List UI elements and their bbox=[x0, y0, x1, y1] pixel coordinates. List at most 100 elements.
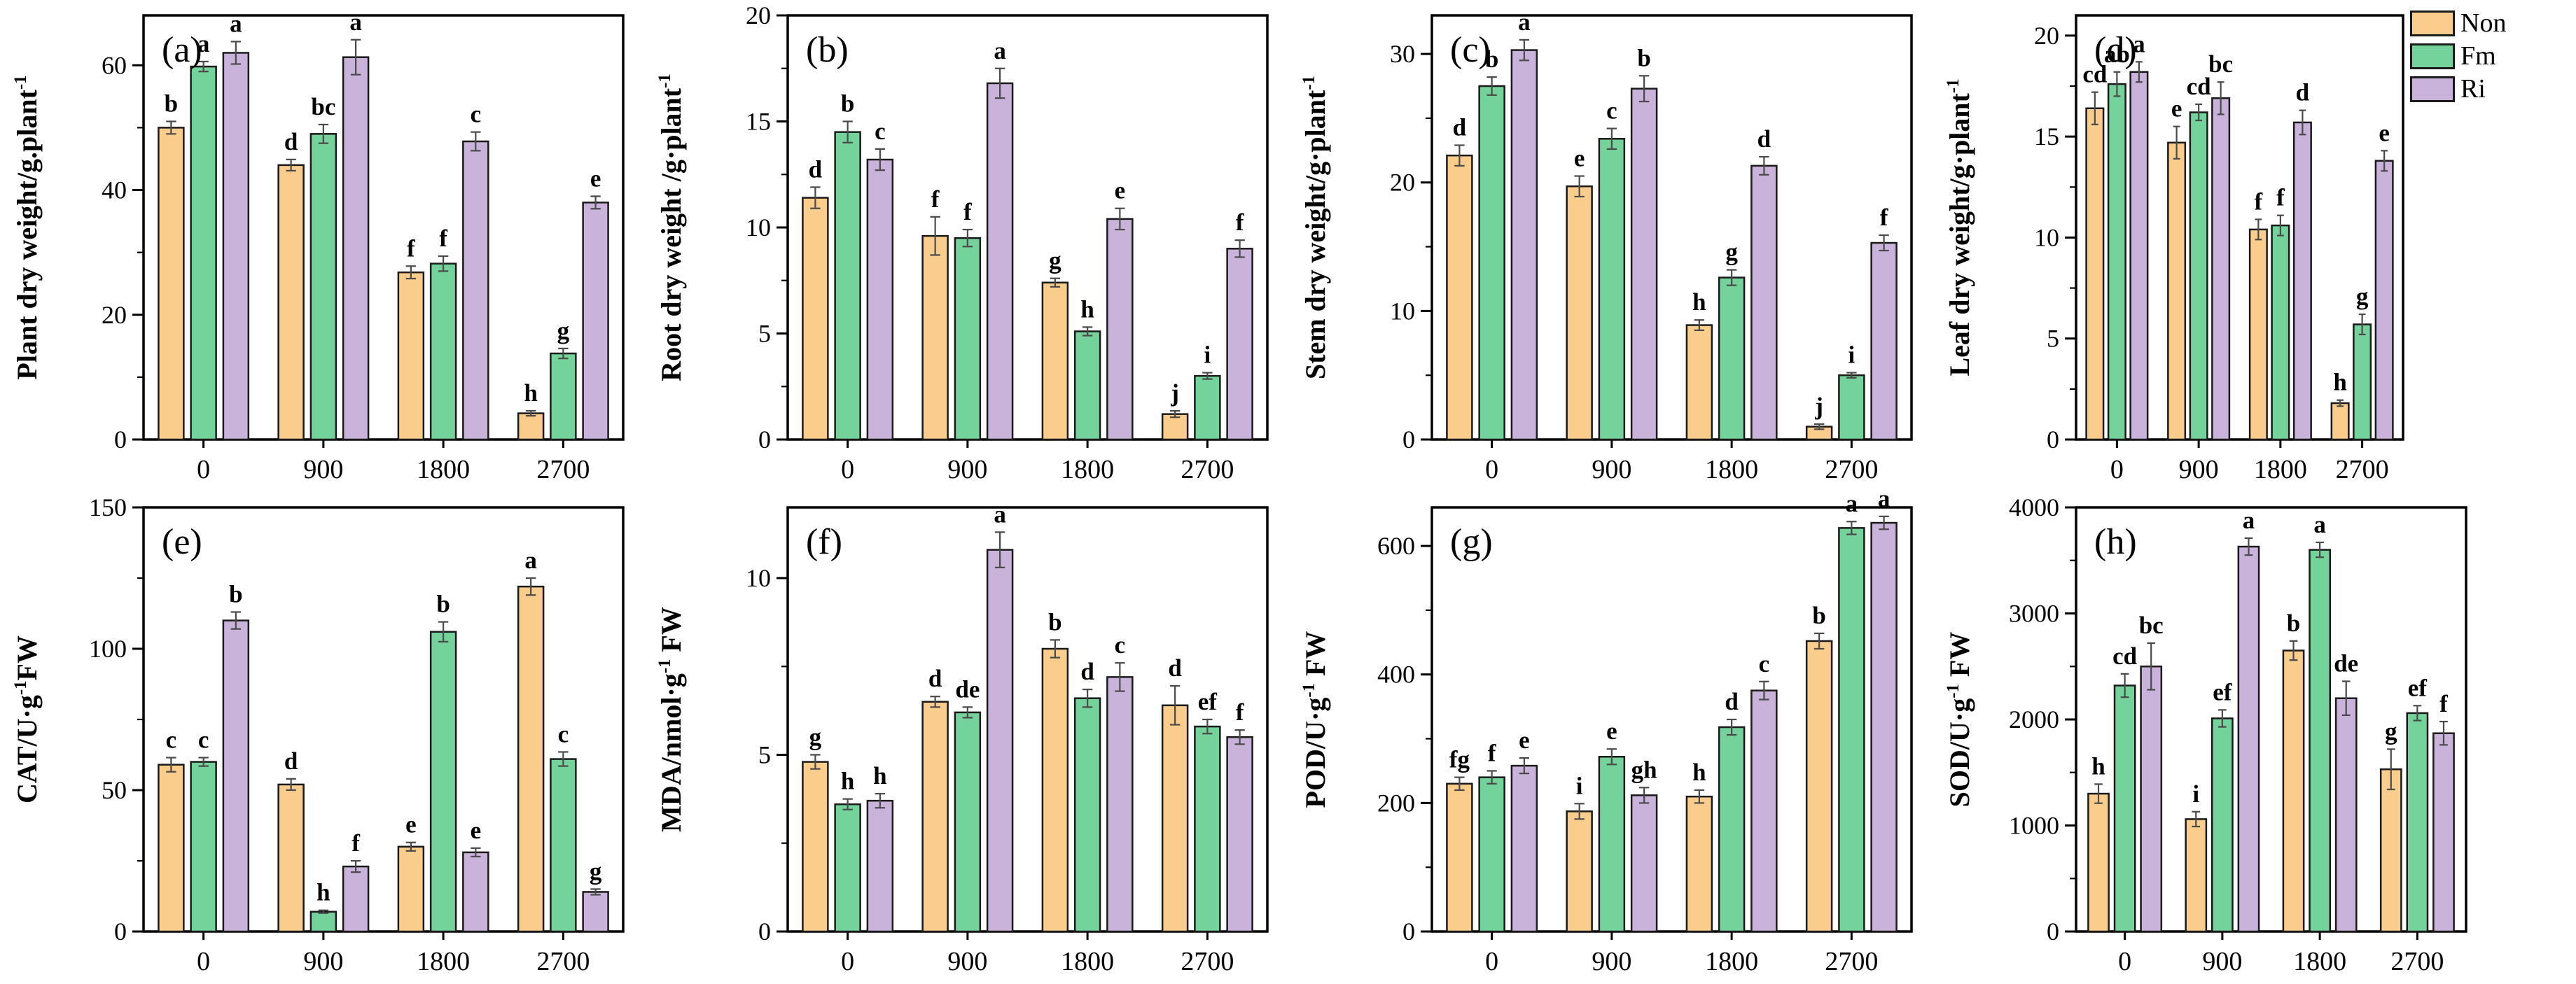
sig-letter: cd bbox=[2187, 73, 2212, 100]
bar-fm-1800 bbox=[1073, 330, 1101, 441]
bar-non-1800 bbox=[2248, 228, 2268, 441]
y-axis-title: MDA/nmol·g-1 FW bbox=[655, 607, 687, 832]
y-tick-label: 10 bbox=[1390, 297, 1415, 325]
x-tick-label: 2700 bbox=[2336, 455, 2389, 484]
bar-fm-900 bbox=[2211, 717, 2234, 933]
sig-letter: i bbox=[1204, 342, 1211, 369]
sig-letter: a bbox=[1518, 8, 1531, 36]
bar-ri-0 bbox=[2140, 666, 2163, 933]
y-tick-label: 30 bbox=[1390, 40, 1415, 68]
bar-non-2700 bbox=[2330, 402, 2350, 441]
bar-ri-2700 bbox=[582, 202, 609, 441]
bar-non-2700 bbox=[517, 412, 545, 441]
bar-ri-0 bbox=[2129, 71, 2149, 441]
bar-fm-0 bbox=[190, 65, 217, 441]
sig-letter: gh bbox=[1631, 756, 1657, 783]
bar-ri-2700 bbox=[1870, 241, 1898, 441]
bar-fm-2700 bbox=[1838, 527, 1865, 933]
panel-d: 0 5 10 15 20 Leaf dry weight/g·plant-1 0 cd ab a 9… bbox=[1933, 0, 2576, 492]
y-tick-label: 0 bbox=[114, 918, 127, 946]
bar-fm-1800 bbox=[429, 631, 457, 933]
bar-ri-900 bbox=[342, 56, 370, 441]
sig-letter: i bbox=[2192, 780, 2199, 808]
bar-non-0 bbox=[158, 127, 185, 441]
x-tick-label: 1800 bbox=[1705, 947, 1758, 976]
sig-letter: d bbox=[1080, 658, 1094, 685]
y-tick-label: 15 bbox=[2034, 122, 2059, 150]
bar-non-900 bbox=[921, 701, 949, 933]
bar-fm-2700 bbox=[550, 758, 577, 933]
bar-non-900 bbox=[1566, 185, 1593, 441]
bar-non-0 bbox=[158, 764, 185, 933]
bar-ri-900 bbox=[986, 549, 1014, 933]
x-tick-label: 900 bbox=[2179, 455, 2219, 484]
sig-letter: c bbox=[198, 726, 209, 754]
panel-f: 0 5 10 MDA/nmol·g-1 FW 0 g h h 900 d de a 1800 b d c 270… bbox=[644, 492, 1288, 984]
sig-letter: d bbox=[1453, 113, 1467, 141]
x-tick-label: 0 bbox=[2110, 455, 2124, 484]
sig-letter: g bbox=[2385, 717, 2397, 745]
sig-letter: h bbox=[2091, 752, 2105, 780]
bar-ri-1800 bbox=[462, 140, 489, 441]
sig-letter: bc bbox=[311, 93, 335, 120]
bar-fm-2700 bbox=[1838, 374, 1865, 441]
panel-e: 0 50 100 150 CAT/U·g-1FW 0 c c b 900 d h f 1800 e b e 270… bbox=[0, 492, 644, 984]
bar-fm-900 bbox=[309, 133, 337, 441]
bar-non-900 bbox=[2185, 818, 2208, 933]
y-tick-label: 0 bbox=[2047, 426, 2059, 454]
sig-letter: de bbox=[2334, 649, 2358, 677]
sig-letter: d bbox=[1168, 654, 1182, 682]
bar-fm-1800 bbox=[429, 262, 457, 441]
x-tick-label: 900 bbox=[2202, 947, 2242, 976]
sig-letter: f bbox=[351, 829, 360, 857]
bar-fm-900 bbox=[954, 711, 982, 933]
sig-letter: g bbox=[590, 857, 602, 885]
sig-letter: fg bbox=[1449, 746, 1470, 773]
y-tick-label: 1000 bbox=[2009, 812, 2059, 840]
sig-letter: bc bbox=[2139, 612, 2164, 639]
sig-letter: f bbox=[407, 234, 415, 262]
sig-letter: h bbox=[524, 379, 537, 407]
bar-fm-900 bbox=[954, 237, 982, 441]
sig-letter: a bbox=[197, 30, 210, 57]
y-tick-label: 0 bbox=[1402, 918, 1415, 946]
x-tick-label: 2700 bbox=[1181, 455, 1234, 484]
sig-letter: i bbox=[1576, 772, 1583, 799]
bar-ri-2700 bbox=[2432, 732, 2455, 933]
sig-letter: e bbox=[1115, 177, 1126, 204]
bar-fm-900 bbox=[2189, 111, 2208, 441]
sig-letter: e bbox=[1519, 726, 1530, 754]
panel-h: 0 1000 2000 3000 4000 SOD/U·g-1 FW 0 h cd bc 900 i e… bbox=[1933, 492, 2576, 984]
sig-letter: ef bbox=[2213, 678, 2232, 705]
bar-ri-2700 bbox=[1870, 521, 1898, 933]
sig-letter: b bbox=[436, 591, 450, 618]
sig-letter: e bbox=[1574, 145, 1585, 172]
y-tick-label: 20 bbox=[102, 301, 127, 329]
sig-letter: b bbox=[1637, 44, 1650, 71]
bar-ri-0 bbox=[866, 158, 894, 441]
legend-swatch-ri bbox=[2410, 76, 2455, 102]
y-tick-label: 50 bbox=[102, 776, 127, 804]
x-tick-label: 900 bbox=[947, 455, 987, 484]
y-tick-label: 2000 bbox=[2009, 705, 2059, 733]
sig-letter: e bbox=[1606, 717, 1617, 745]
x-tick-label: 2700 bbox=[1825, 947, 1878, 976]
bar-non-0 bbox=[2085, 107, 2105, 441]
bar-fm-900 bbox=[309, 911, 337, 933]
bar-ri-900 bbox=[2237, 545, 2260, 933]
sig-letter: c bbox=[558, 720, 569, 747]
x-tick-label: 2700 bbox=[536, 947, 590, 976]
panel-c: 0 10 20 30 Stem dry weight/g·plant-1 0 d b a 900 e… bbox=[1288, 0, 1933, 492]
y-tick-label: 10 bbox=[746, 213, 771, 241]
sig-letter: cd bbox=[2082, 61, 2108, 88]
bar-ri-2700 bbox=[582, 891, 609, 933]
legend-label-ri: Ri bbox=[2460, 74, 2486, 104]
y-tick-label: 10 bbox=[746, 564, 771, 592]
legend-item-non: Non bbox=[2410, 10, 2506, 36]
x-tick-label: 0 bbox=[197, 455, 210, 484]
x-tick-label: 900 bbox=[1592, 947, 1631, 976]
